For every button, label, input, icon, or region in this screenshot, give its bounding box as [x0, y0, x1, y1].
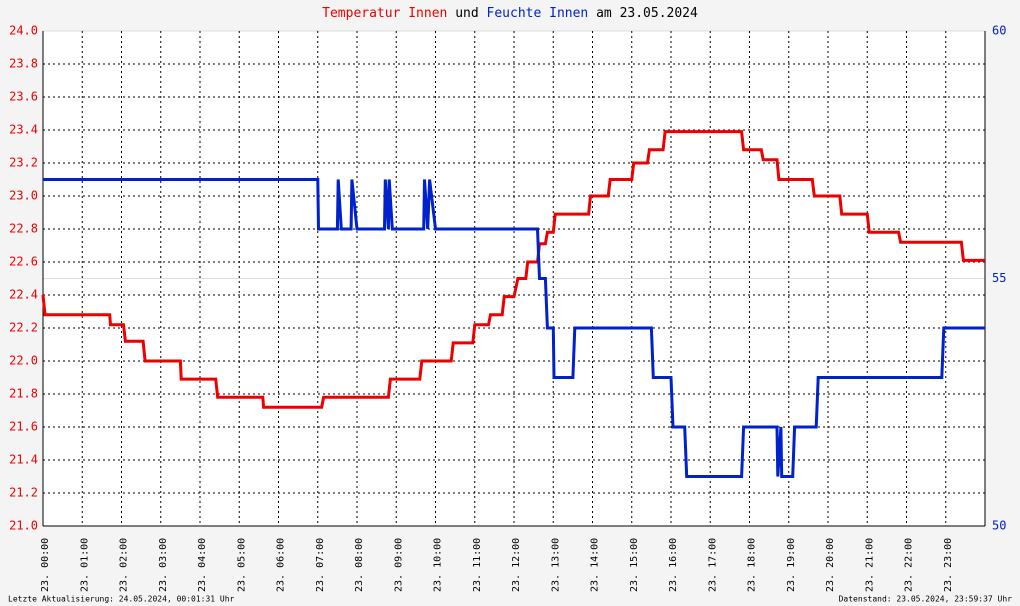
- x-tick-label: 23. 04:00: [197, 538, 208, 592]
- x-tick-label: 23. 11:00: [472, 538, 483, 592]
- x-tick-label: 23. 09:00: [393, 538, 404, 592]
- chart-title: Temperatur Innen und Feuchte Innen am 23…: [322, 6, 698, 21]
- x-tick-label: 23. 10:00: [433, 538, 444, 592]
- footer-left: Letzte Aktualisierung: 24.05.2024, 00:01…: [8, 595, 235, 604]
- y2-tick-label: 60: [992, 24, 1006, 38]
- title-part: am 23.05.2024: [596, 6, 698, 21]
- y-tick-label: 23.4: [9, 123, 38, 137]
- x-tick-label: 23. 20:00: [825, 538, 836, 592]
- title-part: und: [455, 6, 478, 21]
- y-tick-label: 22.6: [9, 255, 38, 269]
- x-tick-label: 23. 03:00: [158, 538, 169, 592]
- y-tick-label: 24.0: [9, 24, 38, 38]
- y-tick-label: 21.4: [9, 453, 38, 467]
- y-tick-label: 22.8: [9, 222, 38, 236]
- y-tick-label: 23.8: [9, 57, 38, 71]
- footer-right: Datenstand: 23.05.2024, 23:59:37 Uhr: [839, 595, 1013, 604]
- x-tick-label: 23. 16:00: [668, 538, 679, 592]
- x-tick-label: 23. 12:00: [511, 538, 522, 592]
- x-tick-label: 23. 05:00: [236, 538, 247, 592]
- x-tick-label: 23. 18:00: [747, 538, 758, 592]
- x-tick-label: 23. 22:00: [904, 538, 915, 592]
- title-part: Temperatur Innen: [322, 6, 447, 21]
- x-tick-label: 23. 13:00: [550, 538, 561, 592]
- x-tick-label: 23. 15:00: [629, 538, 640, 592]
- y-tick-label: 21.2: [9, 486, 38, 500]
- y-tick-label: 22.0: [9, 354, 38, 368]
- y2-tick-label: 55: [992, 271, 1006, 285]
- x-tick-label: 23. 07:00: [315, 538, 326, 592]
- x-tick-label: 23. 17:00: [707, 538, 718, 592]
- y-tick-label: 23.2: [9, 156, 38, 170]
- x-tick-label: 23. 08:00: [354, 538, 365, 592]
- y-tick-label: 23.0: [9, 189, 38, 203]
- x-tick-label: 23. 23:00: [943, 538, 954, 592]
- series-line: [43, 178, 985, 478]
- x-tick-label: 23. 21:00: [864, 538, 875, 592]
- x-tick-label: 23. 06:00: [276, 538, 287, 592]
- x-tick-label: 23. 00:00: [40, 538, 51, 592]
- title-part: Feuchte Innen: [487, 6, 589, 21]
- y-tick-label: 23.6: [9, 90, 38, 104]
- y-tick-label: 21.6: [9, 420, 38, 434]
- y-tick-label: 21.0: [9, 519, 38, 533]
- x-tick-label: 23. 19:00: [786, 538, 797, 592]
- y2-tick-label: 50: [992, 519, 1006, 533]
- x-tick-label: 23. 14:00: [590, 538, 601, 592]
- y-tick-label: 22.4: [9, 288, 38, 302]
- x-tick-label: 23. 02:00: [119, 538, 130, 592]
- x-tick-label: 23. 01:00: [79, 538, 90, 592]
- y-tick-label: 22.2: [9, 321, 38, 335]
- y-tick-label: 21.8: [9, 387, 38, 401]
